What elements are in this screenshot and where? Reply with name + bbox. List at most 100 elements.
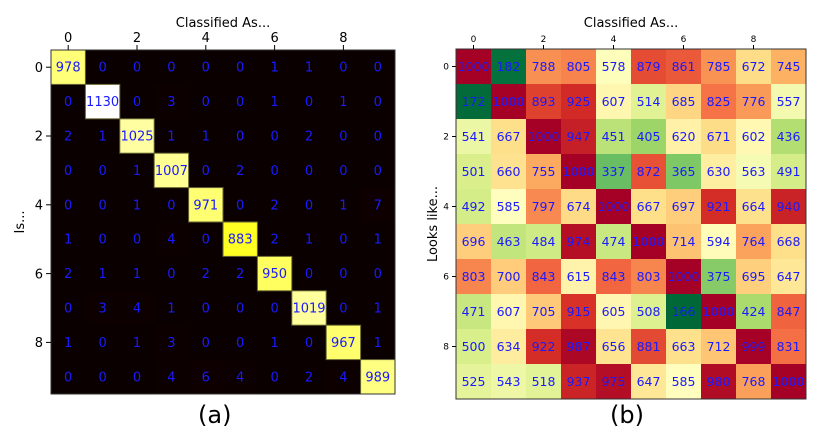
cell-value-b-5-3: 974 [567,234,591,249]
cell-b-4-3 [561,189,597,225]
cell-value-b-8-3: 987 [567,339,591,354]
cell-a-3-6 [257,153,293,189]
cell-value-a-8-0: 1 [64,336,72,351]
cell-a-5-9 [360,222,396,257]
cell-value-b-9-2: 518 [532,374,556,389]
cell-value-b-5-1: 463 [497,234,521,249]
cell-b-9-0 [456,364,492,400]
cell-a-1-6 [257,84,293,120]
cell-value-a-8-3: 3 [167,336,175,351]
cell-a-2-3 [154,118,190,154]
cell-value-a-1-0: 0 [64,95,72,110]
cell-a-5-0 [51,222,86,257]
cell-a-9-3 [154,359,190,395]
cell-value-b-4-6: 697 [672,199,696,214]
cell-a-1-2 [119,84,155,120]
cell-a-6-0 [51,256,86,292]
cell-value-b-6-4: 843 [602,269,626,284]
cell-a-8-8 [326,325,362,361]
cell-value-b-1-3: 925 [567,94,591,109]
cell-b-3-7 [701,154,737,190]
cell-value-b-3-7: 630 [707,164,731,179]
cell-value-a-8-4: 0 [202,336,210,351]
cell-value-b-1-9: 557 [777,94,801,109]
cell-value-a-0-2: 0 [133,61,141,76]
cell-a-8-2 [119,325,155,361]
cell-value-b-2-0: 541 [462,129,486,144]
cell-value-b-9-6: 585 [672,374,696,389]
cell-b-8-2 [526,329,562,365]
cell-a-4-2 [119,187,155,223]
cell-value-a-2-5: 0 [236,130,244,145]
diag-border-8 [325,324,362,361]
cell-b-6-3 [561,259,597,295]
cell-b-3-4 [596,154,632,190]
cell-a-8-6 [257,325,293,361]
cell-a-2-1 [85,118,121,154]
cell-value-a-8-1: 0 [98,336,106,351]
cell-a-0-7 [291,50,327,85]
ytick-label-a-8: 8 [35,336,43,351]
cell-b-3-5 [631,154,667,190]
cell-value-a-6-6: 950 [262,267,287,282]
cell-value-b-4-1: 585 [497,199,521,214]
cell-value-b-1-7: 825 [707,94,731,109]
cell-b-7-4 [596,294,632,330]
cell-a-8-9 [360,325,396,361]
cell-b-0-7 [701,49,737,85]
cell-value-a-9-8: 4 [339,370,347,385]
cell-a-3-2 [119,153,155,189]
cell-value-b-0-8: 672 [742,59,766,74]
cell-value-b-5-4: 474 [602,234,626,249]
cell-value-b-1-2: 893 [532,94,556,109]
cell-value-b-4-8: 664 [742,199,766,214]
cell-value-a-4-4: 971 [193,198,218,213]
cell-b-9-3 [561,364,597,400]
cell-value-b-3-5: 872 [637,164,661,179]
cell-b-2-0 [456,119,492,155]
cell-value-b-3-3: 1000 [563,164,595,179]
cell-a-7-4 [188,290,224,326]
cell-value-b-8-2: 922 [532,339,556,354]
cell-a-5-4 [188,222,224,257]
cell-b-9-1 [491,364,527,400]
chart-title-b: Classified As... [584,16,678,31]
cell-b-7-2 [526,294,562,330]
cell-value-a-7-7: 1019 [292,302,325,317]
cell-value-a-3-9: 0 [374,164,382,179]
cell-value-a-3-8: 0 [339,164,347,179]
diag-border-6 [256,255,293,292]
cell-value-a-8-6: 1 [270,336,278,351]
xtick-label-a-8: 8 [339,31,347,46]
cell-a-5-6 [257,222,293,257]
cell-a-1-9 [360,84,396,120]
cell-b-0-4 [596,49,632,85]
cell-value-b-7-8: 424 [742,304,766,319]
cell-a-0-0 [51,50,86,85]
diag-border-1 [84,83,121,120]
cell-a-9-2 [119,359,155,395]
cell-b-2-6 [666,119,702,155]
cell-a-6-6 [257,256,293,292]
cell-a-9-5 [223,359,258,395]
cell-value-b-2-8: 602 [742,129,766,144]
cell-value-a-7-1: 3 [98,302,106,317]
cell-value-a-1-9: 0 [374,95,382,110]
cell-b-2-2 [526,119,562,155]
cell-b-4-0 [456,189,492,225]
cell-value-b-6-1: 700 [497,269,521,284]
cell-b-5-6 [666,224,702,260]
cell-value-a-5-5: 883 [228,233,253,248]
cell-value-a-1-5: 0 [236,95,244,110]
cell-b-0-8 [736,49,772,85]
cell-a-3-1 [85,153,121,189]
cell-value-a-4-5: 0 [236,198,244,213]
cell-b-7-1 [491,294,527,330]
cell-b-6-0 [456,259,492,295]
cell-value-b-4-7: 921 [707,199,731,214]
cell-a-8-0 [51,325,86,361]
cell-a-1-7 [291,84,327,120]
cell-b-5-9 [771,224,807,260]
cell-value-a-5-7: 1 [305,233,313,248]
cell-value-a-2-7: 2 [305,130,313,145]
